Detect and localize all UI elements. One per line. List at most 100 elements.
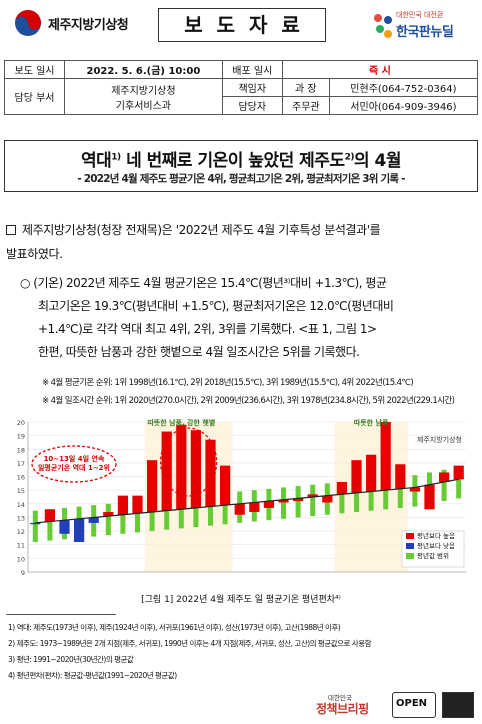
new-deal-icon [374,14,392,38]
normal-range-bar [281,487,286,519]
deviation-bar [190,430,202,508]
deviation-bar [322,495,333,503]
open-license-logo: OPEN [392,692,436,718]
header: 제주지방기상청 보도자료 대한민국 대전환 한국판뉴딜 [0,0,482,56]
new-deal-tagline: 대한민국 대전환 [396,11,444,19]
y-tick-label: 12 [17,528,25,536]
korean-new-deal-logo: 대한민국 대전환 한국판뉴딜 [372,10,468,44]
deviation-bar [278,499,289,503]
deviation-bar [88,517,99,523]
deviation-bar [307,494,318,497]
doc-title: 보도자료 [158,8,326,42]
daily-temperature-chart: 9 10 11 12 13 14 15 16 17 18 19 20 따뜻한 남풍, 강한 햇볕 따뜻한 … [17,418,466,577]
chart-org-label: 제주지방기상청 [417,435,462,444]
y-tick-label: 14 [17,501,25,509]
legend-label: 평년값 범위 [417,551,449,560]
y-tick-label: 17 [17,460,25,468]
deviation-bar [365,454,377,492]
dept-value-2: 기후서비스과 [115,100,171,112]
note-rank-sunshine: ※ 4월 일조시간 순위: 1위 2020년(270.0시간), 2위 2009… [42,396,455,406]
legend-label: 평년보다 높음 [417,531,455,540]
deviation-bar [117,495,129,515]
normal-range-bar [105,503,111,536]
deviation-bar [234,503,245,515]
resp-name: 민현주(064-752-0364) [328,78,479,97]
deviation-bar [249,502,260,512]
headline-box: 역대1) 네 번째로 기온이 높았던 제주도2)의 4월 - 2022년 4월 … [4,140,478,192]
normal-range-bar [193,495,199,527]
resp-title: 과 장 [281,78,330,97]
policy-briefing-tagline: 대한민국 [328,694,352,702]
resp-label: 책임자 [221,78,283,97]
deviation-bar [205,439,216,507]
staff-label: 담당자 [221,96,283,115]
normal-range-bar [354,480,359,512]
paragraph-temperature: ○ (기온) 2022년 제주도 4월 평균기온은 15.4℃(평년³⁾대비 +… [20,272,478,364]
dept-value-1: 제주지방기상청 [111,85,176,97]
new-deal-name: 한국판뉴딜 [396,25,454,40]
normal-range-bar [397,476,403,508]
normal-range-bar [368,479,374,511]
temp-line-3: +1.4℃)로 각각 역대 최고 4위, 2위, 3위를 기록했다. <표 1,… [38,322,377,336]
kogl-type-icon [442,692,474,718]
normal-range-bar [120,502,126,534]
footnote-divider [6,614,116,615]
y-tick-label: 16 [17,474,25,482]
checkbox-bullet-icon [6,225,16,235]
callout-text: 10~13일 4일 연속 [44,454,105,463]
temp-line-2: 최고기온은 19.3℃(평년대비 +1.5℃), 평균최저기온은 12.0℃(평… [38,299,394,313]
dist-label: 배포 일시 [221,60,283,79]
deviation-bar [292,498,304,502]
normal-range-bar [32,510,38,542]
deviation-bar [424,484,435,510]
callout-ellipse [31,445,117,483]
bottom-logos: 대한민국 정책브리핑 OPEN [0,686,482,724]
y-tick-label: 10 [17,555,25,563]
deviation-bar [59,520,70,534]
release-value: 2022. 5. 6.(금) 10:00 [64,60,223,79]
deviation-bar [44,509,56,522]
headline-title: 역대1) 네 번째로 기온이 높았던 제주도2)의 4월 [80,151,402,171]
intro-line-2: 발표하였다. [6,247,63,261]
callout-highlight-ellipse [160,427,218,497]
highlight-band [144,422,233,572]
intro-line-1: 제주지방기상청(청장 전재목)은 '2022년 제주도 4월 기후특성 분석결과… [22,223,381,237]
normal-range-bar [47,509,53,541]
footnote-2: 2) 제주도: 1973~1989년은 2개 지점(제주, 서귀포), 1990… [8,639,372,648]
normal-range-bar [295,486,301,518]
legend-label: 평년보다 낮음 [417,541,455,550]
deviation-bar [146,460,158,512]
normal-range-bar [383,477,389,510]
headline-subtitle: - 2022년 4월 제주도 평균기온 4위, 평균최고기온 2위, 평균최저기… [77,173,405,185]
normal-range-bar [339,482,345,514]
deviation-bar [103,512,114,517]
y-tick-label: 13 [17,514,25,522]
open-label: OPEN [396,698,428,709]
normal-range-bar [208,494,213,526]
legend-swatch [406,543,414,549]
staff-title: 주무관 [281,96,330,115]
y-tick-label: 9 [21,569,25,577]
policy-briefing-logo: 정책브리핑 [316,702,369,716]
deviation-bar [380,422,391,491]
deviation-bar [438,472,450,482]
deviation-bar [176,424,187,510]
normal-range-bar [441,469,447,502]
info-table: 보도 일시 2022. 5. 6.(금) 10:00 배포 일시 즉 시 담당 … [4,60,479,115]
y-tick-label: 15 [17,487,25,495]
chart-area: 9 10 11 12 13 14 15 16 17 18 19 20 따뜻한 남풍, 강한 햇볕 따뜻한 … [6,412,476,588]
deviation-bar [219,465,231,506]
normal-range-bar [164,498,170,530]
footnote-3: 3) 평년: 1991~2020년(30년간)의 평균값 [8,655,134,664]
annotation-south-wind: 따뜻한 남풍 [354,418,389,427]
temp-line-1: ○ (기온) 2022년 제주도 4월 평균기온은 15.4℃(평년³⁾대비 +… [20,276,387,290]
deviation-bar [453,465,464,480]
normal-range-bar [222,492,228,525]
deviation-bar [263,501,275,508]
deviation-bar [73,518,85,542]
footnote-4: 4) 평년편차(편차): 평균값-평년값(1991~2020년 평균값) [8,671,177,680]
y-tick-label: 11 [17,542,25,550]
taegeuk-logo-icon [15,10,41,36]
normal-range-bar [135,501,140,533]
deviation-bar [30,522,41,525]
